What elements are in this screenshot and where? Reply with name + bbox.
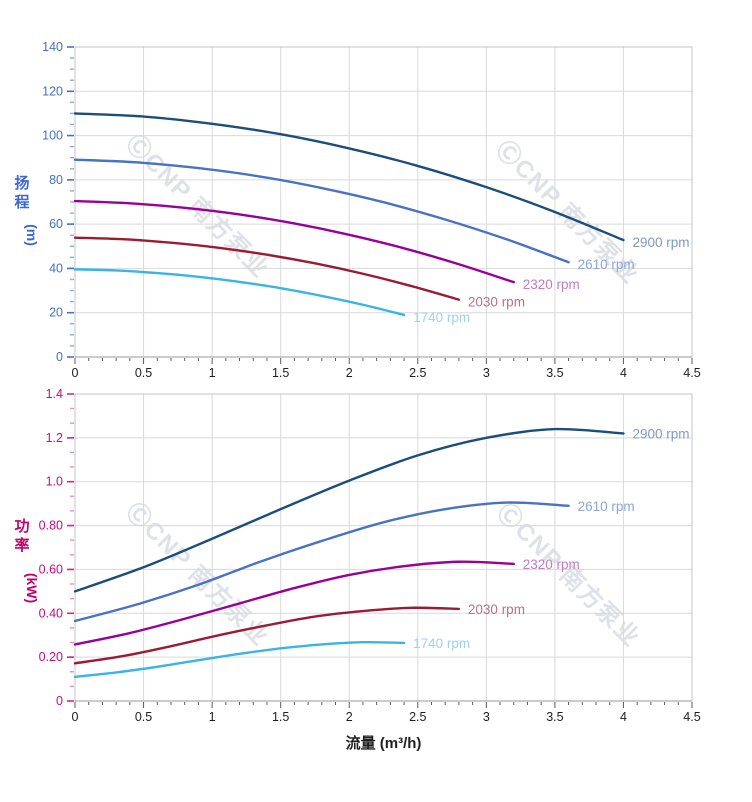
power-chart-y-tick-label: 0.40 [39,606,63,620]
head-chart-y-tick-label: 40 [49,261,63,275]
power-chart-label-2610-rpm: 2610 rpm [578,499,635,514]
power-chart-y-tick-label: 0.80 [39,519,63,533]
head-chart-x-tick-label: 0.5 [135,366,152,380]
power-chart-curve-2030-rpm [73,606,461,665]
power-chart-y-axis: 0 0.20 0.40 0.60 0.80 1.0 1.2 1.4 [39,387,74,708]
power-chart-y-tick-label: 0.60 [39,562,63,576]
head-chart-y-tick-label: 100 [42,129,63,143]
head-chart-y-tick-label: 0 [56,350,63,364]
power-chart-y-title-char: 功 [14,518,29,535]
head-chart-curve-2030-rpm [73,236,461,301]
power-chart-y-tick-label: 1.2 [46,431,63,445]
head-chart-label-2320-rpm: 2320 rpm [523,277,580,292]
power-chart-label-2320-rpm: 2320 rpm [523,557,580,572]
head-chart-y-tick-label: 20 [49,306,63,320]
head-chart-y-title-char: 程 [14,194,29,211]
power-chart-x-tick-label: 3.5 [546,710,563,724]
head-chart-y-tick-label: 120 [42,84,63,98]
head-chart-x-tick-label: 2.5 [409,366,426,380]
head-chart-curve-1740-rpm [73,268,406,317]
power-chart-y-axis-title: 功率 (kW) [14,518,40,603]
head-chart: 0 0.5 1 1.5 2 2.5 3 3.5 4 4.5 0 20 40 60 80 100 120 140 扬程… [14,40,700,380]
head-chart-x-tick-label: 4 [620,366,627,380]
head-chart-y-tick-label: 60 [49,217,63,231]
head-chart-x-tick-label: 1 [209,366,216,380]
head-chart-curve-2610-rpm [73,158,570,264]
power-chart-x-tick-label: 0 [72,710,79,724]
power-chart-x-tick-label: 4 [620,710,627,724]
head-chart-x-tick-label: 3 [483,366,490,380]
power-chart-label-2030-rpm: 2030 rpm [468,602,525,617]
head-chart-y-tick-label: 140 [42,40,63,54]
head-chart-label-2030-rpm: 2030 rpm [468,295,525,310]
head-chart-y-title-unit: (m) [24,224,40,246]
power-chart-x-tick-label: 2 [346,710,353,724]
head-chart-curve-2900-rpm [73,112,625,242]
power-chart-y-tick-label: 0.20 [39,650,63,664]
head-chart-label-2610-rpm: 2610 rpm [578,257,635,272]
head-chart-x-tick-label: 0 [72,366,79,380]
power-chart-curve-2610-rpm [73,501,570,623]
power-chart-x-tick-label: 4.5 [683,710,700,724]
power-chart-x-tick-label: 2.5 [409,710,426,724]
head-chart-x-axis: 0 0.5 1 1.5 2 2.5 3 3.5 4 4.5 [72,356,701,380]
power-chart: 0 0.5 1 1.5 2 2.5 3 3.5 4 4.5 0 0.20 0.40 0.60 0.80 1.0… [14,387,700,752]
power-chart-curve-2320-rpm [73,560,515,646]
power-chart-x-tick-label: 0.5 [135,710,152,724]
power-chart-y-title-char: 率 [14,536,29,554]
head-chart-y-tick-label: 80 [49,173,63,187]
head-chart-x-tick-label: 2 [346,366,353,380]
power-chart-y-title-unit: (kW) [24,573,40,603]
power-chart-x-axis-title: 流量 (m³/h) [346,734,422,752]
power-chart-curve-2900-rpm [73,427,625,593]
head-chart-y-axis: 0 20 40 60 80 100 120 140 [42,40,74,364]
power-chart-x-tick-label: 3 [483,710,490,724]
head-chart-y-title-char: 扬 [14,174,29,192]
head-chart-x-tick-label: 3.5 [546,366,563,380]
power-chart-y-tick-label: 1.0 [46,475,63,489]
head-chart-curve-2320-rpm [73,199,515,284]
power-chart-label-2900-rpm: 2900 rpm [632,426,689,441]
head-chart-x-tick-label: 1.5 [272,366,289,380]
head-chart-x-tick-label: 4.5 [683,366,700,380]
power-chart-y-tick-label: 1.4 [46,387,63,401]
head-chart-y-axis-title: 扬程 (m) [14,174,40,246]
power-chart-curve-1740-rpm [73,640,406,679]
head-chart-label-1740-rpm: 1740 rpm [413,310,470,325]
head-chart-label-2900-rpm: 2900 rpm [632,235,689,250]
power-chart-x-tick-label: 1 [209,710,216,724]
power-chart-x-axis: 0 0.5 1 1.5 2 2.5 3 3.5 4 4.5 [72,700,701,724]
power-chart-label-1740-rpm: 1740 rpm [413,636,470,651]
power-chart-y-tick-label: 0 [56,694,63,708]
power-chart-x-tick-label: 1.5 [272,710,289,724]
